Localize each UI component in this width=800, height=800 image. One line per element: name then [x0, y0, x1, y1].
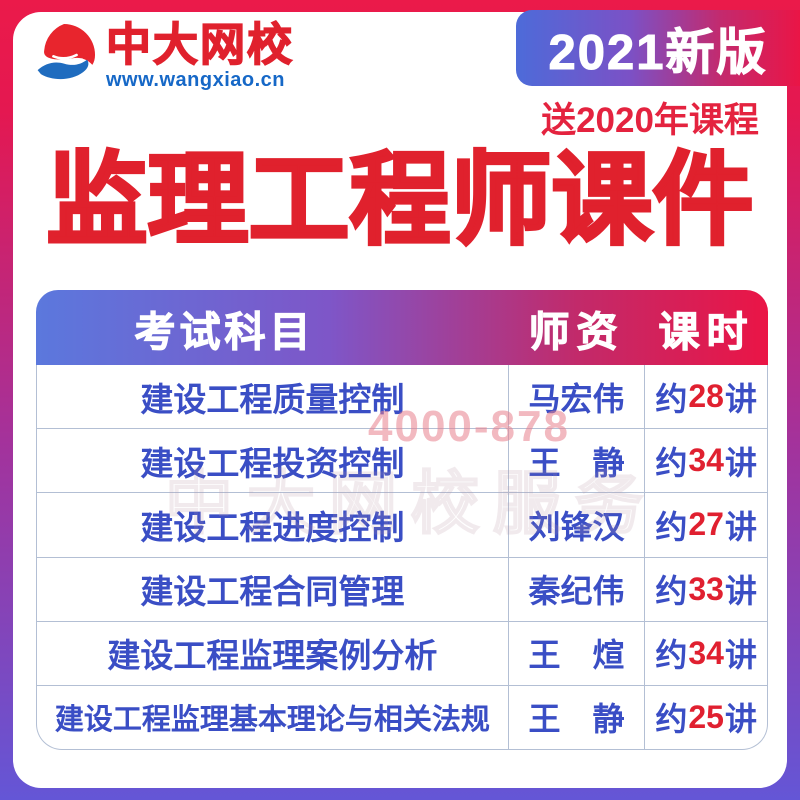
subject-cell: 建设工程合同管理 — [140, 573, 405, 611]
brand-logo-icon — [37, 23, 96, 80]
hours-about: 约 — [655, 508, 688, 545]
hours-about: 约 — [655, 637, 688, 674]
page-title: 监理工程师课件 — [45, 145, 755, 257]
hours-about: 约 — [655, 444, 688, 481]
table-row: 建设工程投资控制 王 静 约 34 讲 — [37, 428, 767, 493]
hours-cell: 约 28 讲 — [644, 365, 767, 429]
hours-cell: 约 34 讲 — [644, 621, 767, 685]
table-row: 建设工程监理基本理论与相关法规 王 静 约 25 讲 — [37, 684, 767, 749]
hours-unit: 讲 — [724, 637, 757, 674]
table-row: 建设工程质量控制 马宏伟 约 28 讲 — [37, 365, 767, 429]
hours-unit: 讲 — [724, 508, 757, 545]
hours-cell: 约 33 讲 — [644, 557, 767, 621]
teacher-cell: 王 静 — [507, 429, 645, 493]
subject-cell: 建设工程进度控制 — [140, 508, 405, 546]
brand-logo: 中大网校 www.wangxiao.cn — [30, 19, 295, 92]
hours-unit: 讲 — [724, 701, 757, 738]
header-teacher: 师资 — [528, 308, 625, 355]
table-body: 建设工程质量控制 马宏伟 约 28 讲 建设工程投资控制 王 静 约 34 讲 建设工程… — [36, 365, 768, 750]
teacher-cell: 秦纪伟 — [507, 557, 645, 621]
teacher-cell: 刘锋汉 — [507, 493, 645, 557]
header-hours: 课时 — [658, 308, 755, 355]
hours-count: 33 — [688, 570, 724, 607]
table-row: 建设工程监理案例分析 王 煊 约 34 讲 — [37, 620, 767, 685]
hours-count: 28 — [688, 378, 724, 415]
hours-cell: 约 27 讲 — [644, 493, 767, 557]
table-header: 考试科目 师资 课时 — [36, 290, 768, 365]
brand-url: www.wangxiao.cn — [106, 69, 286, 91]
teacher-cell: 王 煊 — [507, 621, 645, 685]
hours-cell: 约 25 讲 — [644, 685, 767, 749]
hours-count: 27 — [688, 506, 724, 543]
edition-badge: 2021新版 — [516, 10, 800, 86]
teacher-cell: 马宏伟 — [507, 365, 645, 429]
hours-about: 约 — [655, 573, 688, 610]
promo-text: 送2020年课程 — [541, 101, 759, 140]
teacher-cell: 王 静 — [507, 685, 645, 749]
hours-about: 约 — [655, 701, 688, 738]
hours-unit: 讲 — [724, 573, 757, 610]
table-row: 建设工程进度控制 刘锋汉 约 27 讲 — [37, 492, 767, 557]
subject-cell: 建设工程质量控制 — [140, 380, 405, 418]
hours-cell: 约 34 讲 — [644, 429, 767, 493]
subject-cell: 建设工程监理基本理论与相关法规 — [54, 704, 490, 737]
hours-count: 25 — [688, 698, 724, 735]
hours-unit: 讲 — [724, 444, 757, 481]
brand-text-block: 中大网校 www.wangxiao.cn — [105, 19, 295, 92]
hours-about: 约 — [655, 380, 688, 417]
subject-cell: 建设工程投资控制 — [140, 444, 405, 482]
brand-name: 中大网校 — [105, 19, 295, 70]
hours-unit: 讲 — [724, 380, 757, 417]
hours-count: 34 — [688, 634, 724, 671]
course-table: 考试科目 师资 课时 建设工程质量控制 马宏伟 约 28 讲 建设工程投资控制 王 … — [36, 290, 768, 750]
table-row: 建设工程合同管理 秦纪伟 约 33 讲 — [37, 556, 767, 621]
subject-cell: 建设工程监理案例分析 — [107, 637, 438, 675]
hours-count: 34 — [688, 442, 724, 479]
edition-badge-label: 2021新版 — [548, 25, 768, 80]
header-subject: 考试科目 — [134, 308, 315, 355]
